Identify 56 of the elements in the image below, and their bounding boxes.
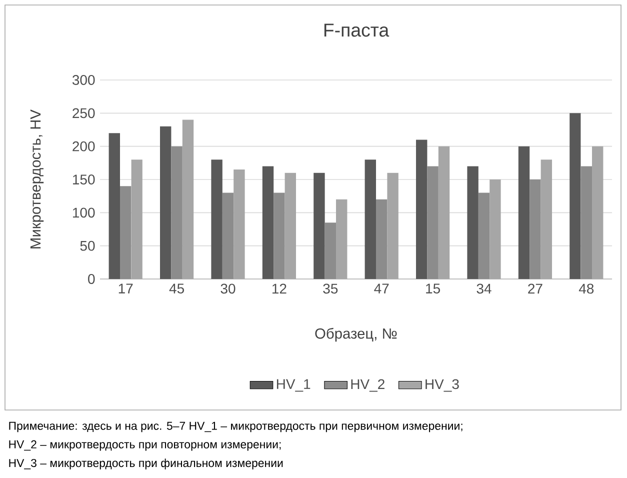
bar [222, 192, 234, 279]
x-tick-label: 48 [578, 284, 594, 294]
y-tick-label: 100 [73, 208, 95, 218]
legend-label: HV_3 [426, 379, 459, 392]
bar [592, 146, 604, 279]
x-tick-label: 15 [426, 284, 440, 294]
bar [314, 172, 325, 279]
y-tick-label: 50 [80, 240, 95, 251]
bar [478, 192, 490, 279]
bar [427, 166, 438, 279]
x-tick-label: 34 [476, 284, 492, 294]
bar [234, 170, 245, 279]
bar [438, 146, 450, 279]
bar [570, 113, 581, 279]
bar [262, 166, 274, 279]
y-tick-label: 250 [72, 108, 95, 118]
bar [364, 160, 376, 279]
bar [108, 133, 120, 279]
bar [580, 166, 592, 279]
bar [416, 140, 428, 279]
y-tick-label: 200 [72, 141, 95, 152]
legend-label: HV_2 [351, 379, 384, 392]
bar [160, 126, 172, 279]
x-tick-label: 45 [169, 284, 184, 294]
bar [467, 166, 478, 279]
bar [182, 120, 194, 279]
bar [211, 160, 222, 279]
chart-title: F-паста [324, 24, 390, 37]
x-tick-label: 30 [220, 284, 236, 294]
bar [284, 172, 296, 279]
bar [131, 160, 142, 279]
bar [530, 180, 541, 279]
y-tick-label: 300 [72, 75, 95, 85]
bar [171, 146, 182, 279]
y-axis-title: Микротвердость, HV [30, 110, 44, 248]
bar [490, 180, 501, 279]
bar [518, 146, 530, 279]
text: Примечание: здесь и на рис. 5–7 HV_1 – микротвердость при первичном измерении; [9, 422, 462, 432]
x-axis-title: Образец, № [315, 328, 397, 342]
bar [274, 192, 285, 279]
bar [336, 199, 348, 279]
x-tick-label: 17 [118, 284, 133, 294]
bar [120, 186, 132, 279]
x-tick-label: 27 [528, 284, 542, 294]
text: HV_3 – микротвердость при финальном измерении [9, 458, 283, 470]
x-tick-label: 35 [323, 284, 338, 294]
y-tick-label: 150 [73, 174, 95, 184]
text: HV_2 – микротвердость при повторном измерении; [9, 440, 281, 451]
bar [387, 172, 398, 279]
y-tick-label: 0 [88, 274, 95, 284]
legend-label: HV_1 [276, 379, 310, 392]
bar [376, 199, 388, 279]
x-tick-label: 47 [374, 284, 389, 294]
bar [324, 222, 336, 279]
bar [540, 160, 552, 279]
x-tick-label: 12 [272, 284, 286, 294]
